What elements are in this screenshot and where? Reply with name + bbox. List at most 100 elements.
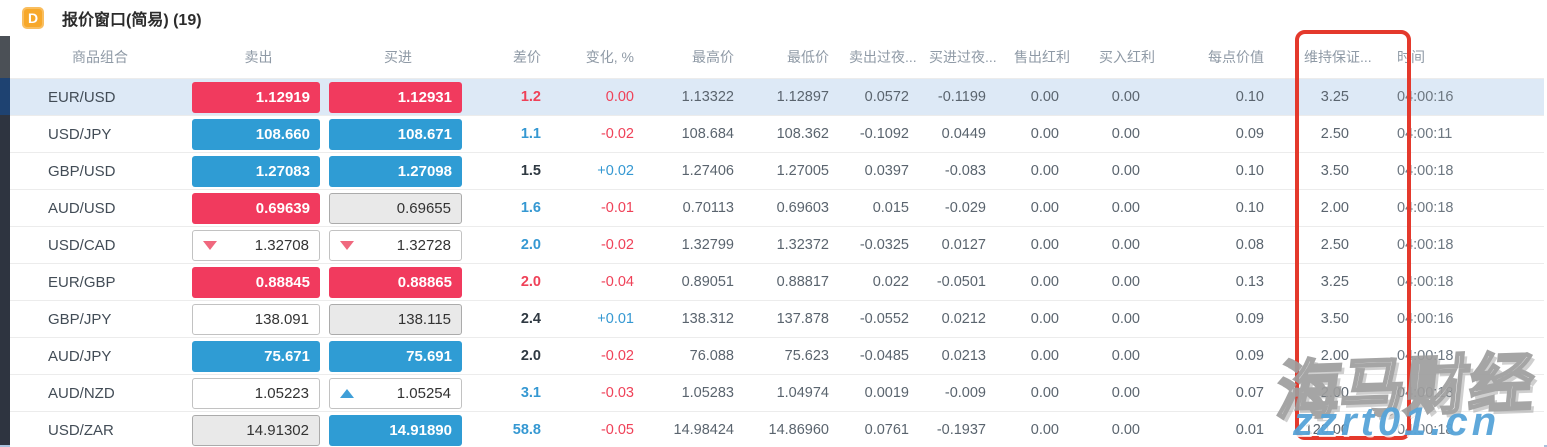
low-cell: 1.27005	[776, 163, 829, 179]
change-cell: -0.02	[600, 348, 634, 364]
time-cell: 04:00:16	[1397, 89, 1454, 105]
sell-dividend-cell: 0.00	[1030, 200, 1059, 216]
col-header-margin[interactable]: 维持保证...	[1304, 49, 1372, 65]
buy-price-value: 138.115	[397, 310, 451, 328]
buy-price-button[interactable]: 1.12931	[329, 81, 462, 113]
sell-cell: 1.27083	[190, 153, 327, 189]
sell-price-button[interactable]: 0.69639	[192, 192, 320, 224]
low-cell: 0.88817	[776, 274, 829, 290]
sell-price-button[interactable]: 14.91302	[192, 414, 320, 446]
sell-cell: 1.32708	[190, 227, 327, 263]
low-cell: 1.12897	[776, 89, 829, 105]
spread-cell: 2.0	[520, 274, 541, 290]
buy-overnight-cell: -0.029	[944, 200, 986, 216]
high-cell: 1.05283	[681, 385, 734, 401]
buy-price-value: 0.88865	[397, 273, 452, 291]
col-header-point-value[interactable]: 每点价值	[1208, 49, 1264, 65]
sell-price-button[interactable]: 138.091	[192, 303, 320, 335]
quote-row[interactable]: GBP/JPY 138.091 138.115 2.4 +0.01 138.31…	[10, 300, 1544, 337]
point-value-cell: 0.01	[1235, 422, 1264, 438]
buy-overnight-cell: 0.0449	[941, 126, 986, 142]
margin-cell: 3.25	[1320, 89, 1349, 105]
window-left-edge	[0, 36, 10, 445]
col-header-buy[interactable]: 买进	[384, 49, 412, 65]
high-cell: 76.088	[689, 348, 734, 364]
buy-overnight-cell: -0.0501	[936, 274, 986, 290]
col-header-buy-dividend[interactable]: 买入红利	[1099, 49, 1155, 65]
buy-price-value: 75.691	[406, 347, 452, 365]
col-header-change[interactable]: 变化, %	[585, 49, 634, 65]
sell-price-button[interactable]: 108.660	[192, 118, 320, 150]
col-header-high[interactable]: 最高价	[692, 49, 734, 65]
buy-price-button[interactable]: 14.91890	[329, 414, 462, 446]
point-value-cell: 0.09	[1235, 348, 1264, 364]
point-value-cell: 0.13	[1235, 274, 1264, 290]
quote-row[interactable]: GBP/USD 1.27083 1.27098 1.5 +0.02 1.2740…	[10, 152, 1544, 189]
quote-row[interactable]: USD/ZAR 14.91302 14.91890 58.8 -0.05 14.…	[10, 411, 1544, 447]
col-header-buy-overnight[interactable]: 买进过夜...	[929, 49, 997, 65]
buy-price-button[interactable]: 108.671	[329, 118, 462, 150]
buy-price-button[interactable]: 1.32728	[329, 229, 462, 261]
high-cell: 14.98424	[673, 422, 734, 438]
sell-price-value: 0.69639	[255, 199, 310, 217]
sell-dividend-cell: 0.00	[1030, 385, 1059, 401]
sell-price-button[interactable]: 1.27083	[192, 155, 320, 187]
sell-dividend-cell: 0.00	[1030, 348, 1059, 364]
quote-row[interactable]: USD/JPY 108.660 108.671 1.1 -0.02 108.68…	[10, 115, 1544, 152]
time-cell: 04:00:18	[1397, 385, 1454, 401]
change-cell: -0.02	[600, 237, 634, 253]
quote-row[interactable]: EUR/GBP 0.88845 0.88865 2.0 -0.04 0.8905…	[10, 263, 1544, 300]
high-cell: 0.70113	[682, 200, 734, 216]
col-header-low[interactable]: 最低价	[787, 49, 829, 65]
sell-price-button[interactable]: 1.12919	[192, 81, 320, 113]
col-header-sell-overnight[interactable]: 卖出过夜...	[849, 49, 917, 65]
col-header-sell-dividend[interactable]: 售出红利	[1014, 49, 1070, 65]
sell-cell: 0.88845	[190, 264, 327, 300]
sell-price-button[interactable]: 1.32708	[192, 229, 320, 261]
col-header-sell[interactable]: 卖出	[244, 49, 273, 65]
quote-row[interactable]: USD/CAD 1.32708 1.32728 2.0 -0.02 1.3279…	[10, 226, 1544, 263]
quote-table-body: EUR/USD 1.12919 1.12931 1.2 0.00 1.13322…	[10, 78, 1544, 447]
buy-price-button[interactable]: 1.05254	[329, 377, 462, 409]
sell-cell: 1.05223	[190, 375, 327, 411]
margin-cell: 3.25	[1320, 274, 1349, 290]
buy-cell: 138.115	[327, 301, 469, 337]
buy-price-button[interactable]: 1.27098	[329, 155, 462, 187]
symbol-cell: AUD/NZD	[48, 384, 115, 402]
buy-price-button[interactable]: 138.115	[329, 303, 462, 335]
sell-price-button[interactable]: 0.88845	[192, 266, 320, 298]
buy-price-button[interactable]: 0.69655	[329, 192, 462, 224]
buy-cell: 1.12931	[327, 79, 469, 115]
low-cell: 137.878	[776, 311, 829, 327]
high-cell: 1.13322	[681, 89, 734, 105]
sell-price-button[interactable]: 75.671	[192, 340, 320, 372]
quote-row[interactable]: AUD/USD 0.69639 0.69655 1.6 -0.01 0.7011…	[10, 189, 1544, 226]
quote-row[interactable]: AUD/JPY 75.671 75.691 2.0 -0.02 76.088 7…	[10, 337, 1544, 374]
quote-row[interactable]: AUD/NZD 1.05223 1.05254 3.1 -0.03 1.0528…	[10, 374, 1544, 411]
buy-price-button[interactable]: 0.88865	[329, 266, 462, 298]
col-header-time[interactable]: 时间	[1397, 49, 1425, 65]
buy-cell: 1.32728	[327, 227, 469, 263]
sell-overnight-cell: -0.0325	[859, 237, 909, 253]
time-cell: 04:00:18	[1397, 200, 1454, 216]
sell-dividend-cell: 0.00	[1030, 422, 1059, 438]
buy-overnight-cell: -0.1199	[937, 89, 986, 105]
sell-price-button[interactable]: 1.05223	[192, 377, 320, 409]
spread-cell: 2.0	[520, 237, 541, 253]
symbol-cell: EUR/GBP	[48, 273, 116, 291]
title-bar: D 报价窗口(简易) (19)	[0, 0, 1547, 36]
col-header-spread[interactable]: 差价	[513, 49, 541, 65]
change-cell: -0.04	[600, 274, 634, 290]
col-header-symbol[interactable]: 商品组合	[72, 49, 128, 65]
spread-cell: 58.8	[512, 422, 541, 438]
sell-dividend-cell: 0.00	[1030, 237, 1059, 253]
high-cell: 0.89051	[681, 274, 734, 290]
quote-row[interactable]: EUR/USD 1.12919 1.12931 1.2 0.00 1.13322…	[10, 78, 1544, 115]
sell-overnight-cell: -0.0552	[859, 311, 909, 327]
buy-dividend-cell: 0.00	[1111, 163, 1140, 179]
buy-dividend-cell: 0.00	[1111, 89, 1140, 105]
buy-price-button[interactable]: 75.691	[329, 340, 462, 372]
buy-price-value: 1.32728	[396, 236, 451, 254]
sell-price-value: 75.671	[264, 347, 310, 365]
spread-cell: 1.2	[520, 89, 541, 105]
